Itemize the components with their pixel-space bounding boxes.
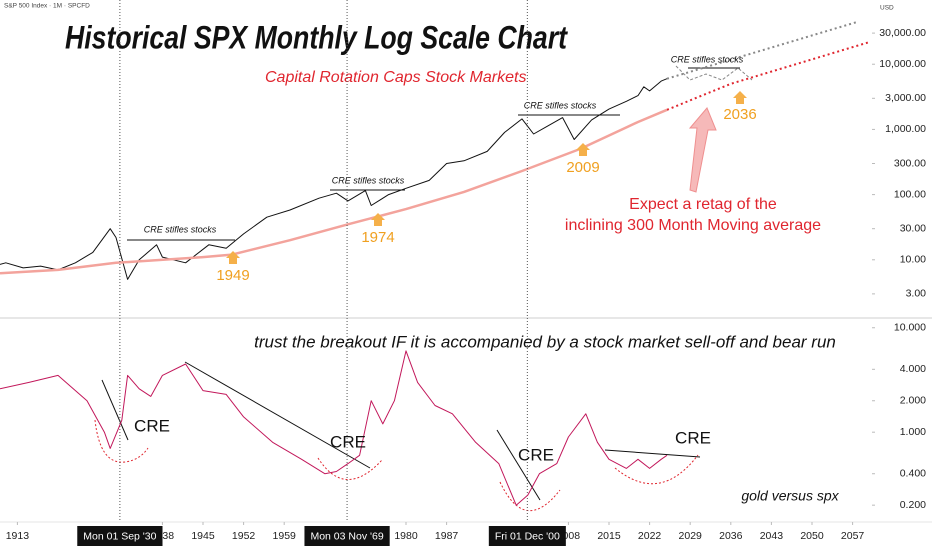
chart-title: Historical SPX Monthly Log Scale Chart [65, 19, 568, 55]
crosshair-label: Mon 03 Nov '69 [310, 530, 383, 542]
annotation: CRE [134, 416, 170, 435]
trend-line [184, 361, 371, 469]
x-tick-label: 1959 [273, 530, 297, 542]
annotation: 1974 [361, 229, 394, 246]
annotation: trust the breakout IF it is accompanied … [254, 332, 836, 351]
annotation: CRE [330, 432, 366, 451]
annotation: inclining 300 Month Moving average [565, 217, 821, 234]
y-tick-label: 3,000.00 [885, 92, 926, 104]
x-tick-label: 2029 [679, 530, 703, 542]
x-tick-label: 1980 [394, 530, 418, 542]
x-tick-label: 2043 [760, 530, 784, 542]
y-tick-label: 0.400 [900, 468, 926, 480]
annotation: CRE stifles stocks [671, 54, 744, 64]
x-tick-label: 2036 [719, 530, 743, 542]
crosshair-label: Fri 01 Dec '00 [495, 530, 560, 542]
annotation-arrow [226, 251, 240, 264]
crosshair-label-box [488, 526, 566, 546]
trend-line [604, 449, 701, 458]
y-tick-label: 100.00 [894, 188, 926, 200]
projection-sketch [675, 65, 753, 81]
y-tick-label: 3.00 [906, 288, 927, 300]
annotation: 2009 [566, 159, 599, 176]
crosshair-label: Mon 01 Sep '30 [83, 530, 156, 542]
symbol-header: S&P 500 Index · 1M · SPCFD [4, 3, 90, 10]
y-tick-label: 30,000.00 [879, 27, 926, 39]
x-tick-label: 2057 [841, 530, 865, 542]
y-tick-label: 4.000 [900, 363, 926, 375]
y-tick-label: 10,000.00 [879, 58, 926, 70]
annotation-arrow [371, 213, 385, 226]
annotation: CRE stifles stocks [524, 100, 597, 110]
y-unit: USD [880, 5, 894, 12]
annotation: CRE [675, 428, 711, 447]
arc [614, 454, 699, 485]
x-tick-label: 1913 [6, 530, 30, 542]
annotation: CRE [518, 445, 554, 464]
annotation: gold versus spx [741, 488, 839, 504]
x-tick-label: 2022 [638, 530, 662, 542]
annotation-arrow [576, 143, 590, 156]
y-tick-label: 300.00 [894, 157, 926, 169]
annotation: CRE stifles stocks [144, 224, 217, 234]
crosshair-label-box [77, 526, 163, 546]
trend-line [496, 429, 541, 501]
annotation: CRE stifles stocks [332, 175, 405, 185]
x-tick-label: 2015 [597, 530, 621, 542]
arc [317, 457, 383, 480]
series-line [0, 350, 668, 506]
annotation: 1949 [216, 267, 249, 284]
y-tick-label: 10.000 [894, 322, 926, 334]
y-tick-label: 30.00 [900, 222, 926, 234]
retag-arrow [688, 107, 717, 193]
annotation: Expect a retag of the [629, 196, 777, 213]
series-line [666, 40, 871, 111]
x-tick-label: 2050 [800, 530, 824, 542]
x-tick-label: 1952 [232, 530, 256, 542]
x-tick-label: 1945 [191, 530, 215, 542]
series-line [0, 78, 668, 280]
series-line [666, 20, 859, 80]
y-tick-label: 1,000.00 [885, 123, 926, 135]
trend-line [101, 379, 129, 441]
y-tick-label: 10.00 [900, 254, 926, 266]
x-tick-label: 1987 [435, 530, 459, 542]
y-tick-label: 2.000 [900, 395, 926, 407]
annotation: 2036 [723, 106, 756, 123]
y-tick-label: 0.200 [900, 499, 926, 511]
y-tick-label: 1.000 [900, 426, 926, 438]
annotation-arrow [733, 91, 747, 104]
crosshair-label-box [304, 526, 390, 546]
arc [94, 419, 149, 463]
chart-subtitle: Capital Rotation Caps Stock Markets [265, 69, 526, 86]
